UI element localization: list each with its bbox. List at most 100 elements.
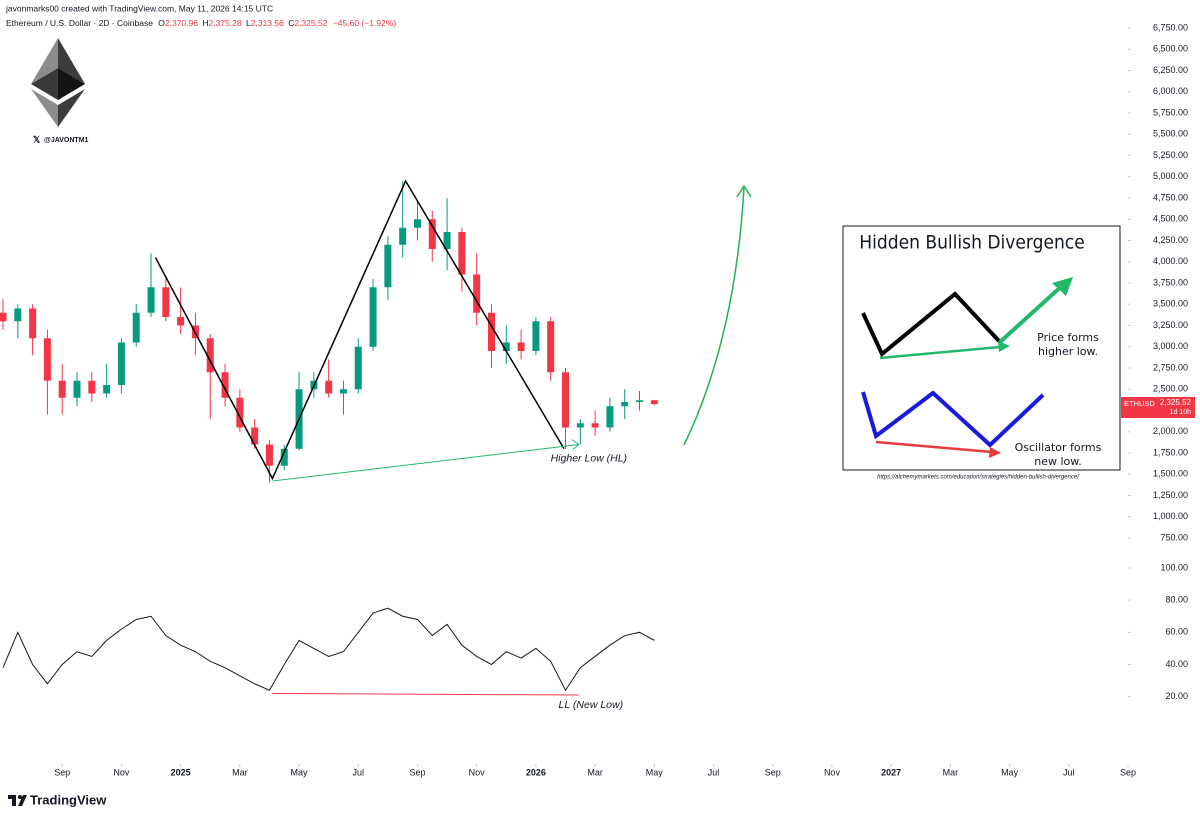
candle-body bbox=[458, 232, 466, 275]
zigzag-line bbox=[154, 179, 565, 481]
rsi-y-tick-label: 60.00 bbox=[1165, 627, 1188, 637]
ohlc-key: C bbox=[288, 18, 294, 28]
credit: javonmarks00 created with TradingView.co… bbox=[5, 3, 273, 13]
y-tick-label: 3,750.00 bbox=[1153, 277, 1188, 287]
y-tick-label: 2,500.00 bbox=[1153, 384, 1188, 394]
inset: Hidden Bullish Divergence Price forms hi… bbox=[842, 225, 1121, 481]
candle-body bbox=[73, 380, 81, 398]
ohlc-value: 2,375.28 bbox=[209, 18, 242, 28]
x-tick-label: May bbox=[291, 767, 309, 777]
osc-ll-head bbox=[989, 447, 1001, 458]
candle-body bbox=[517, 342, 525, 351]
y-tick-label: 5,000.00 bbox=[1153, 171, 1188, 181]
y-tick-label: 5,250.00 bbox=[1153, 150, 1188, 160]
candle-body bbox=[236, 397, 244, 428]
price-hl-head bbox=[998, 341, 1010, 352]
eth-logo bbox=[31, 38, 85, 127]
x-tick-label: Jul bbox=[708, 767, 720, 777]
inset-note: new low. bbox=[1034, 455, 1082, 468]
hl-arrow-head bbox=[571, 439, 580, 450]
y-tick-label: 1,000.00 bbox=[1153, 511, 1188, 521]
candle-body bbox=[177, 317, 185, 326]
x-tick-label: 2026 bbox=[526, 767, 546, 777]
candle-body bbox=[251, 427, 259, 445]
candle-body bbox=[58, 380, 66, 398]
candle-body bbox=[43, 338, 51, 381]
osc-sketch bbox=[861, 390, 1045, 448]
price-arrow bbox=[998, 282, 1066, 344]
symbol-header: Ethereum / U.S. Dollar · 2D · Coinbase O… bbox=[6, 18, 396, 28]
handle: @JAVONTM1 bbox=[44, 137, 89, 144]
candle-body bbox=[0, 312, 7, 322]
candle-body bbox=[103, 385, 111, 394]
ohlc-key: L bbox=[246, 18, 251, 28]
ohlc-value: 2,370.96 bbox=[165, 18, 198, 28]
y-tick-label: 6,250.00 bbox=[1153, 65, 1188, 75]
price-sketch bbox=[861, 291, 1002, 358]
badge-countdown: 1d 10h bbox=[1170, 409, 1192, 416]
y-tick-label: 750.00 bbox=[1160, 532, 1188, 542]
inset-note: Price forms bbox=[1037, 331, 1099, 344]
x-tick-label: Jul bbox=[353, 767, 365, 777]
symbol: Ethereum / U.S. Dollar · 2D · Coinbase bbox=[6, 18, 153, 28]
rsi-y-tick-label: 40.00 bbox=[1165, 659, 1188, 669]
rsi-y-tick-label: 80.00 bbox=[1165, 595, 1188, 605]
inset-note: Oscillator forms bbox=[1015, 441, 1102, 454]
x-tick-label: Sep bbox=[765, 767, 781, 777]
x-tick-label: May bbox=[1001, 767, 1019, 777]
x-tick-label: Mar bbox=[587, 767, 603, 777]
y-tick-label: 1,250.00 bbox=[1153, 490, 1188, 500]
ohlc-key: O bbox=[158, 18, 165, 28]
candle-body bbox=[325, 380, 333, 394]
brand-logo bbox=[8, 795, 27, 806]
projection-arrow bbox=[683, 187, 745, 446]
candle-body bbox=[147, 287, 155, 313]
candle-body bbox=[132, 312, 140, 343]
badge-price: 2,325.52 bbox=[1160, 398, 1192, 407]
y-tick-label: 6,500.00 bbox=[1153, 44, 1188, 54]
candle-body bbox=[621, 402, 629, 407]
candle-body bbox=[532, 321, 540, 351]
x-tick-label: Mar bbox=[232, 767, 248, 777]
y-tick-label: 2,000.00 bbox=[1153, 426, 1188, 436]
candle-body bbox=[413, 219, 421, 228]
ll-line bbox=[272, 692, 579, 696]
x-tick-label: Jul bbox=[1063, 767, 1075, 777]
x-tick-label: Mar bbox=[943, 767, 959, 777]
x-tick-label: Sep bbox=[1120, 767, 1136, 777]
y-tick-label: 1,750.00 bbox=[1153, 447, 1188, 457]
candle-body bbox=[384, 244, 392, 288]
y-tick-label: 4,500.00 bbox=[1153, 214, 1188, 224]
projection-arrow-head bbox=[736, 184, 752, 198]
y-tick-label: 6,000.00 bbox=[1153, 86, 1188, 96]
hl-label: Higher Low (HL) bbox=[551, 452, 627, 464]
y-tick-label: 5,500.00 bbox=[1153, 129, 1188, 139]
candle-body bbox=[88, 380, 96, 394]
candle-body bbox=[502, 342, 510, 351]
badge-ticker: ETHUSD bbox=[1124, 399, 1155, 408]
candle-body bbox=[650, 400, 658, 405]
ohlc-key: H bbox=[202, 18, 208, 28]
osc-ll-line bbox=[875, 440, 993, 454]
candle-body bbox=[162, 287, 170, 317]
x-tick-label: Nov bbox=[113, 767, 130, 777]
inset-note: higher low. bbox=[1038, 345, 1098, 358]
hl-line bbox=[272, 444, 579, 482]
y-tick-label: 4,250.00 bbox=[1153, 235, 1188, 245]
x-tick-label: 2027 bbox=[881, 767, 901, 777]
candle-body bbox=[428, 219, 436, 249]
candle-body bbox=[14, 308, 22, 322]
x-tick-label: Nov bbox=[469, 767, 486, 777]
candle-body bbox=[443, 232, 451, 249]
y-tick-label: 6,750.00 bbox=[1153, 22, 1188, 32]
candle-body bbox=[339, 389, 347, 394]
inset-source: https://alchemymarkets.com/education/str… bbox=[877, 475, 1080, 481]
inset-title: Hidden Bullish Divergence bbox=[859, 232, 1084, 254]
candle-body bbox=[369, 287, 377, 347]
y-tick-label: 3,000.00 bbox=[1153, 341, 1188, 351]
x-tick-label: Sep bbox=[54, 767, 70, 777]
candle-body bbox=[354, 346, 362, 390]
brand: TradingView bbox=[30, 792, 107, 807]
y-tick-label: 1,500.00 bbox=[1153, 469, 1188, 479]
y-tick-label: 5,750.00 bbox=[1153, 107, 1188, 117]
